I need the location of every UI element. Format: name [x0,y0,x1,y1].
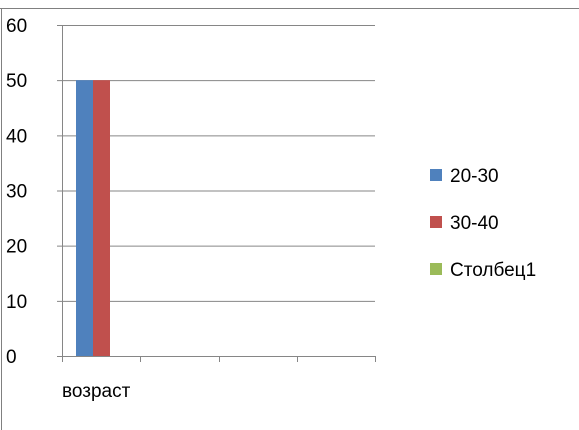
legend-swatch [430,169,442,181]
legend: 20-30 30-40 Столбец1 [430,166,536,281]
tick-labels: 0 10 20 30 40 50 60 возраст [6,16,131,402]
legend-swatch [430,216,442,228]
y-tick-label: 50 [6,71,27,92]
x-category-label: возраст [62,381,131,402]
axes [62,25,376,362]
bars [76,80,110,357]
bar-30-40-возраст [93,80,110,357]
legend-swatch [430,263,442,275]
y-tick-label: 30 [6,182,27,203]
y-tick-label: 40 [6,126,27,147]
y-tick-label: 10 [6,292,27,313]
legend-label: 20-30 [450,166,499,187]
legend-label: Столбец1 [450,260,536,281]
legend-label: 30-40 [450,213,499,234]
y-tick-label: 60 [6,16,27,37]
y-tick-label: 0 [6,347,17,368]
bar-20-30-возраст [76,80,93,357]
y-tick-label: 20 [6,237,27,258]
